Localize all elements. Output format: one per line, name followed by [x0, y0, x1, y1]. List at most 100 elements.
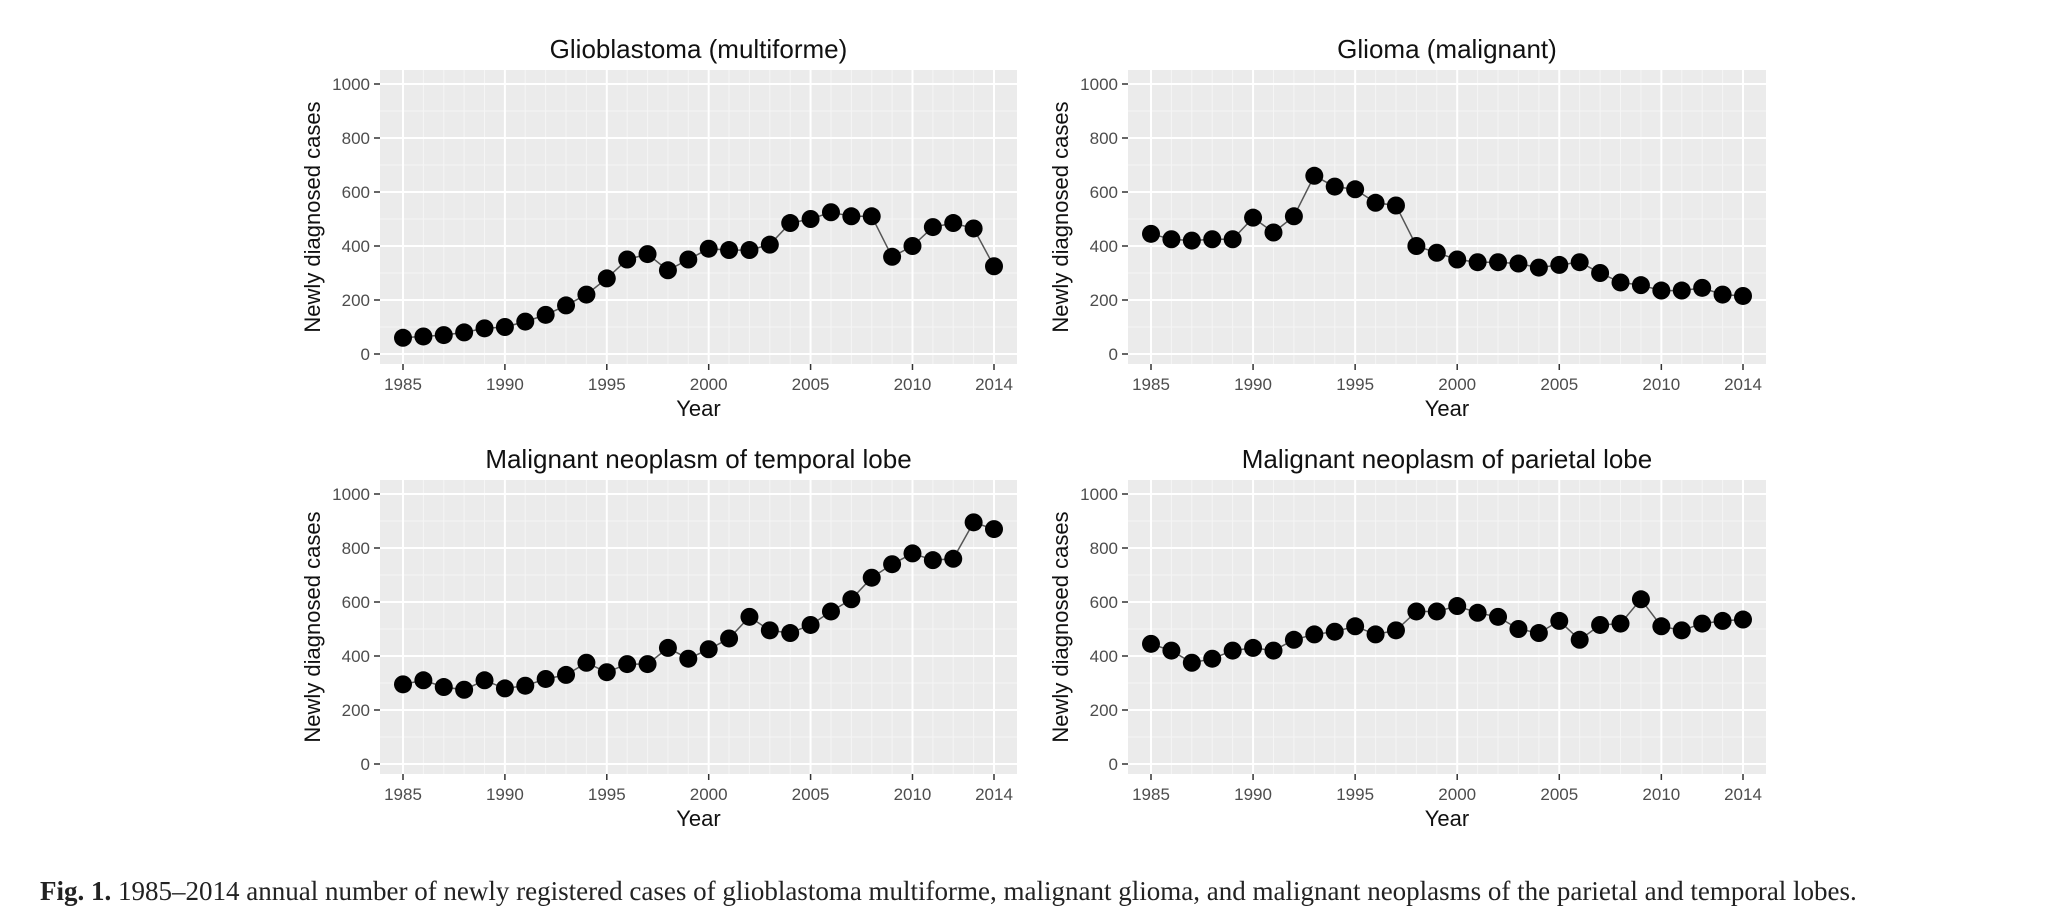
data-point	[985, 520, 1003, 539]
x-tick-label: 2014	[975, 785, 1013, 804]
x-tick-label: 1995	[1336, 785, 1374, 804]
data-point	[618, 250, 637, 269]
data-point	[536, 305, 555, 324]
y-axis-label: Newly diagnosed cases	[300, 511, 325, 742]
data-point	[394, 328, 412, 347]
y-tick-label: 200	[342, 701, 370, 720]
data-point	[1591, 264, 1610, 282]
data-point	[516, 676, 535, 695]
data-point	[740, 241, 759, 260]
x-tick-label: 2005	[792, 375, 830, 394]
data-point	[699, 640, 718, 659]
data-point	[1489, 253, 1508, 272]
data-point	[985, 257, 1003, 276]
data-point	[658, 261, 677, 280]
y-tick-label: 600	[342, 593, 370, 612]
data-point	[679, 250, 698, 269]
data-point	[577, 653, 596, 672]
data-point	[1305, 166, 1324, 185]
x-tick-label: 2010	[1642, 375, 1680, 394]
chart-title: Glioblastoma (multiforme)	[550, 34, 848, 64]
data-point	[1182, 231, 1201, 250]
chart-panel-3: 0 200 400 600 800 1000 1985 1990 1995 2000 2005 201…	[300, 444, 1017, 831]
data-point	[577, 285, 596, 304]
y-tick-label: 400	[342, 647, 370, 666]
x-tick-label: 1995	[588, 785, 626, 804]
x-tick-label: 1990	[486, 785, 524, 804]
y-tick-label: 0	[361, 755, 370, 774]
y-axis-label: Newly diagnosed cases	[1048, 511, 1073, 742]
data-point	[638, 245, 657, 264]
data-point	[1631, 590, 1650, 609]
data-point	[1468, 253, 1487, 272]
data-point	[1672, 281, 1691, 300]
data-point	[1550, 611, 1569, 630]
data-point	[1713, 285, 1732, 304]
y-tick-label: 0	[361, 345, 370, 364]
y-tick-label: 1000	[1080, 75, 1118, 94]
plot-background	[380, 70, 1017, 364]
data-point	[1529, 624, 1548, 643]
data-point	[944, 549, 963, 568]
y-tick-label: 1000	[332, 485, 370, 504]
figure-caption-text: 1985–2014 annual number of newly registe…	[118, 876, 1857, 906]
y-tick-label: 800	[342, 539, 370, 558]
data-point	[679, 649, 698, 668]
data-point	[536, 669, 555, 688]
data-point	[1591, 615, 1610, 634]
data-point	[516, 312, 535, 331]
x-axis-label: Year	[676, 806, 720, 831]
x-tick-label: 2000	[1438, 785, 1476, 804]
data-point	[1366, 193, 1385, 212]
data-point	[821, 602, 840, 621]
figure-caption: Fig. 1. 1985–2014 annual number of newly…	[40, 876, 2040, 907]
x-tick-label: 2014	[1724, 375, 1762, 394]
data-point	[618, 655, 637, 674]
x-tick-label: 1990	[1234, 785, 1272, 804]
data-point	[821, 203, 840, 222]
x-tick-label: 1985	[1132, 785, 1170, 804]
data-point	[1570, 630, 1589, 649]
data-point	[842, 207, 861, 226]
data-point	[1611, 273, 1630, 292]
data-point	[658, 638, 677, 657]
data-point	[597, 663, 616, 682]
data-point	[475, 671, 494, 690]
data-point	[923, 218, 942, 237]
data-point	[1693, 278, 1712, 297]
x-tick-label: 2010	[894, 785, 932, 804]
x-tick-label: 1990	[486, 375, 524, 394]
data-point	[1407, 237, 1426, 255]
y-tick-label: 400	[1090, 647, 1118, 666]
data-point	[801, 210, 820, 228]
plot-background	[380, 480, 1017, 774]
data-point	[760, 621, 779, 640]
data-point	[1570, 253, 1589, 272]
data-point	[1509, 254, 1528, 273]
data-point	[1284, 207, 1303, 226]
data-point	[1734, 286, 1752, 305]
x-tick-label: 2000	[690, 785, 728, 804]
y-tick-label: 1000	[1080, 485, 1118, 504]
chart-panel-1: 0 200 400 600 800 1000 1985 1990 1995 2000 2005 201…	[300, 34, 1017, 421]
data-point	[862, 207, 881, 226]
data-point	[1223, 230, 1242, 249]
data-point	[781, 624, 800, 643]
data-point	[455, 680, 474, 699]
data-point	[1325, 622, 1344, 641]
data-point	[699, 239, 718, 258]
x-tick-label: 1985	[384, 785, 422, 804]
data-point	[1386, 621, 1405, 640]
chart-title: Malignant neoplasm of parietal lobe	[1242, 444, 1652, 474]
x-tick-label: 2010	[894, 375, 932, 394]
x-tick-label: 2005	[1540, 375, 1578, 394]
data-point	[1652, 281, 1671, 300]
data-point	[495, 318, 514, 336]
data-point	[1631, 276, 1650, 295]
data-point	[1448, 597, 1467, 616]
data-point	[923, 551, 942, 570]
y-tick-label: 200	[342, 291, 370, 310]
y-tick-label: 600	[342, 183, 370, 202]
data-point	[1672, 621, 1691, 640]
data-point	[1346, 617, 1365, 636]
